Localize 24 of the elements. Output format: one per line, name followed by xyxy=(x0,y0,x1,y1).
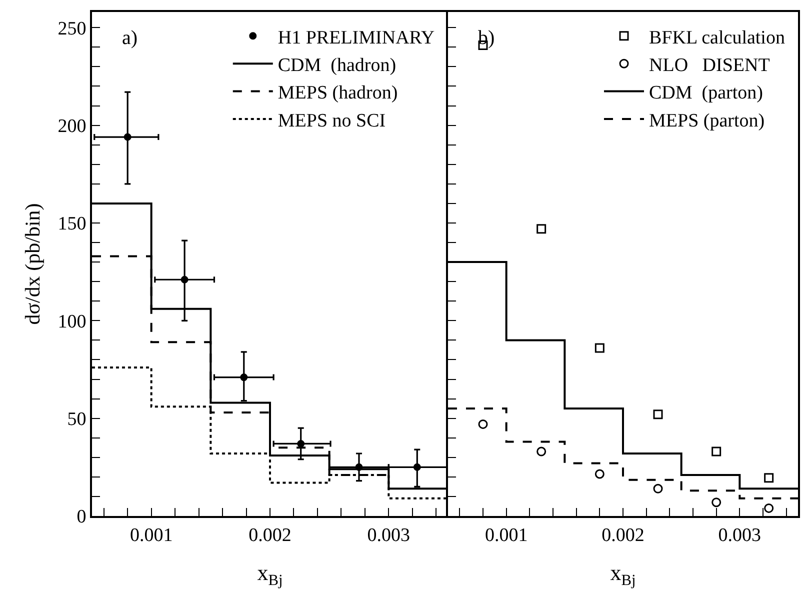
x-tick-label: 0.001 xyxy=(130,524,173,546)
legend-label: MEPS (parton) xyxy=(649,110,765,132)
x-tick-label: 0.002 xyxy=(602,524,644,546)
y-axis-title: dσ/dx (pb/bin) xyxy=(20,203,44,325)
legend-label: BFKL calculation xyxy=(649,27,786,48)
y-tick-label: 250 xyxy=(58,18,86,40)
legend-label: H1 PRELIMINARY xyxy=(278,27,435,48)
y-tick-label: 200 xyxy=(58,116,86,137)
x-axis-title: x$_{Bj}$ xyxy=(610,560,636,589)
legend-label: CDM (parton) xyxy=(649,82,763,104)
y-tick-label: 0 xyxy=(76,506,86,528)
y-tick-label: 50 xyxy=(67,408,86,430)
x-tick-label: 0.001 xyxy=(484,524,528,546)
x-tick-label: 0.003 xyxy=(367,524,410,546)
x-tick-label: 0.003 xyxy=(718,524,762,546)
legend-label: CDM (hadron) xyxy=(278,55,396,76)
x-axis-title: x$_{Bj}$ xyxy=(257,560,283,589)
legend-label: MEPS (hadron) xyxy=(278,82,398,104)
annotation: a) xyxy=(122,27,138,49)
x-tick-label: 0.002 xyxy=(248,524,292,546)
y-tick-label: 100 xyxy=(58,311,86,332)
legend-label: NLO DISENT xyxy=(649,55,770,76)
y-tick-label: 150 xyxy=(58,214,86,235)
legend-label: MEPS no SCI xyxy=(278,110,386,132)
